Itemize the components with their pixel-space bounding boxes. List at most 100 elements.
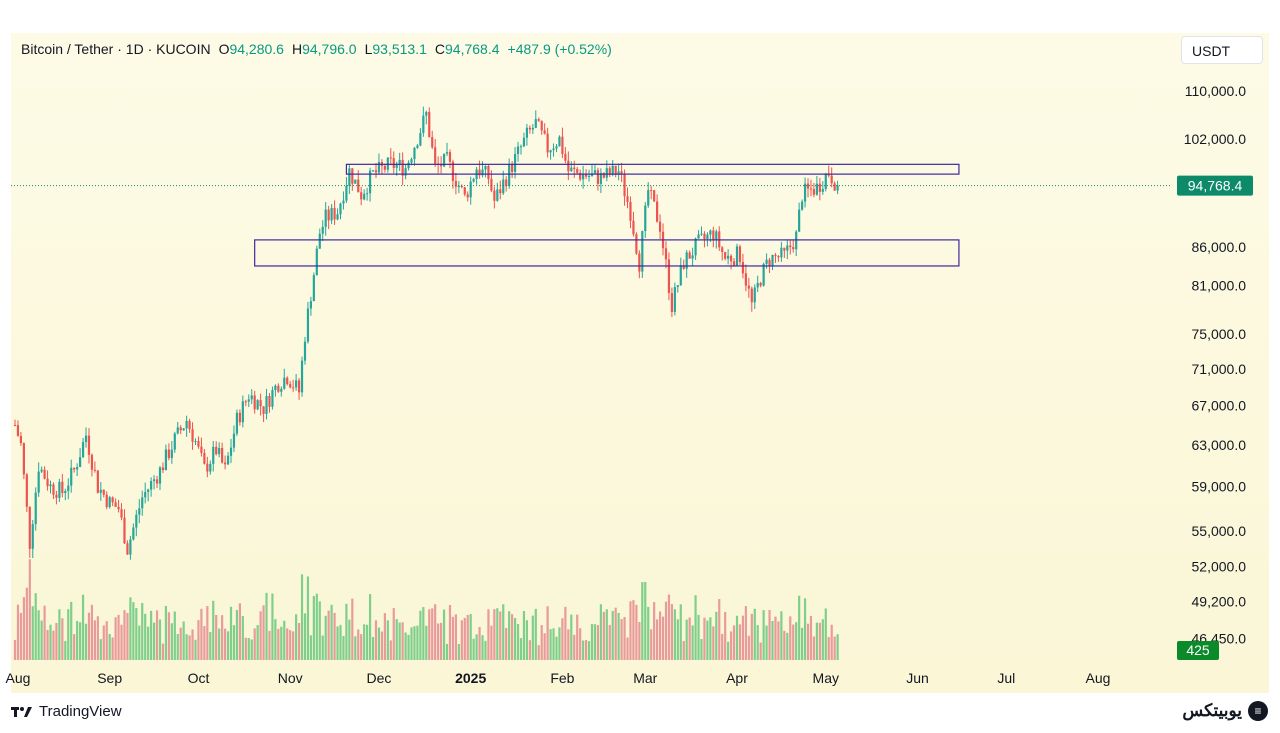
volume-bar: [824, 608, 827, 660]
volume-bar: [653, 602, 656, 660]
candle: [833, 183, 836, 191]
candle: [614, 165, 617, 175]
volume-bar: [55, 622, 58, 660]
candle: [226, 455, 230, 465]
volume-bar: [348, 619, 351, 660]
candle: [363, 193, 366, 200]
symbol-label[interactable]: Bitcoin / Tether · 1D · KUCOIN: [21, 41, 211, 57]
y-tick-label: 110,000.0: [1185, 83, 1246, 99]
volume-bar: [155, 610, 159, 660]
candle: [511, 163, 514, 172]
candle: [623, 174, 626, 197]
candle: [108, 497, 111, 508]
volume-bar: [419, 610, 422, 660]
volume-bar: [368, 594, 372, 660]
volume-bar: [706, 620, 709, 660]
volume-bar: [206, 606, 209, 660]
candle: [727, 255, 730, 259]
volume-bar: [762, 610, 765, 660]
candle: [401, 159, 404, 176]
x-tick-label: Aug: [5, 670, 30, 686]
volume-bar: [262, 605, 265, 660]
candle: [573, 167, 576, 170]
change-value: +487.9 (+0.52%): [507, 41, 612, 57]
volume-bar: [759, 642, 762, 660]
candle: [685, 252, 688, 269]
volume-bar: [360, 634, 363, 660]
support-zone[interactable]: [254, 239, 960, 267]
volume-bar: [22, 597, 25, 660]
candle: [194, 441, 197, 443]
volume-bar: [442, 609, 446, 660]
volume-bar: [617, 612, 620, 660]
candle: [413, 147, 416, 160]
candle: [691, 255, 694, 259]
candle: [777, 256, 780, 258]
volume-bar: [280, 626, 283, 660]
volume-bar: [836, 634, 839, 660]
volume-bar: [821, 619, 824, 660]
chart-area[interactable]: [11, 33, 1269, 693]
volume-bar: [422, 607, 425, 660]
brand-logo-icon: ≡: [1248, 701, 1268, 721]
volume-bar: [37, 610, 40, 660]
candle: [422, 115, 425, 133]
volume-bar: [253, 628, 256, 660]
x-tick-label: Aug: [1086, 670, 1111, 686]
low-value: 93,513.1: [372, 41, 427, 57]
currency-button[interactable]: USDT: [1181, 36, 1263, 64]
candle: [185, 420, 188, 429]
volume-bar: [16, 604, 20, 660]
candle: [809, 188, 813, 190]
badges: 94,768.4 425: [1177, 175, 1253, 660]
volume-bar: [546, 606, 549, 660]
volume-bar: [691, 625, 694, 660]
volume-bar: [508, 611, 511, 660]
y-tick-label: 52,000.0: [1192, 559, 1247, 575]
volume-bar: [336, 626, 339, 660]
volume-bar: [747, 635, 750, 660]
candle: [815, 183, 818, 195]
candle: [670, 293, 674, 312]
volume-bar: [158, 619, 162, 660]
resistance-zone[interactable]: [345, 163, 960, 175]
candle: [167, 449, 170, 459]
volume-bar: [519, 638, 523, 660]
brand-label: یوبیتکس: [1182, 701, 1242, 720]
candle: [768, 259, 771, 266]
volume-bar: [300, 574, 304, 660]
volume-bar: [555, 636, 558, 660]
candle: [419, 132, 422, 146]
volume-bar: [511, 614, 514, 660]
candle: [824, 174, 827, 189]
tradingview-attribution[interactable]: TradingView: [11, 703, 122, 720]
volume-bar: [81, 594, 85, 660]
y-tick-label: 63,000.0: [1192, 437, 1247, 453]
volume-bar: [587, 641, 591, 660]
candle: [484, 166, 487, 170]
volume-bar: [815, 622, 818, 660]
candle: [58, 481, 61, 498]
volume-bar: [129, 597, 132, 660]
volume-bar: [324, 615, 327, 660]
volume-bar: [351, 598, 354, 660]
candle: [398, 159, 401, 165]
candle: [499, 189, 502, 194]
candle: [368, 170, 372, 194]
volume-bar: [232, 625, 236, 660]
candle: [268, 395, 271, 407]
volume-bar: [656, 619, 659, 660]
volume-bar: [777, 621, 780, 660]
candle: [490, 178, 493, 191]
candle: [383, 165, 386, 170]
candle: [120, 509, 123, 518]
volume-bar: [596, 625, 600, 660]
volume-bar: [703, 617, 706, 660]
candle: [215, 446, 218, 455]
candle: [259, 400, 262, 407]
volume-bar: [599, 604, 602, 660]
volume-bar: [161, 643, 165, 660]
volume-bar: [238, 603, 241, 660]
candle: [644, 205, 647, 232]
